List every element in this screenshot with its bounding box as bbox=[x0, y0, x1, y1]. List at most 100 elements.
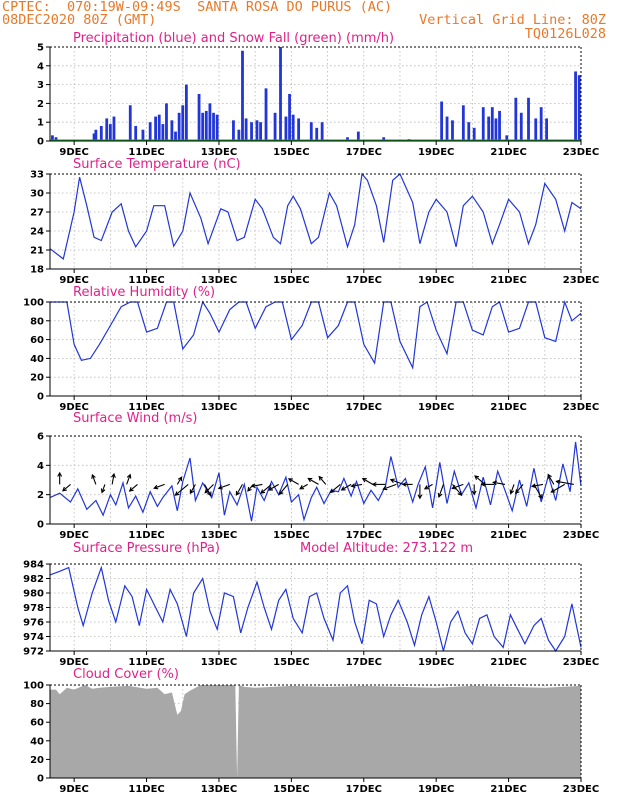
wind-arrow-head bbox=[451, 485, 457, 490]
wind-arrow-head bbox=[382, 485, 388, 491]
wind-arrow-head bbox=[207, 491, 212, 497]
rh-panel-title: Relative Humidity (%) bbox=[73, 285, 215, 300]
wind-arrow-head bbox=[480, 482, 486, 487]
wind-arrow-head bbox=[550, 488, 556, 493]
header-grid-note: Vertical Grid Line: 80Z bbox=[419, 12, 606, 28]
wind-arrow-shaft bbox=[390, 479, 404, 485]
wind-arrow-head bbox=[217, 485, 223, 490]
wind-arrow-head bbox=[204, 488, 210, 494]
wind-arrow-head bbox=[267, 486, 274, 491]
cloud-area bbox=[50, 685, 581, 778]
rh-x-tick-label: 23DEC bbox=[563, 402, 599, 413]
precip-bar bbox=[297, 118, 301, 141]
precip-bar bbox=[134, 125, 138, 141]
precip-bar bbox=[291, 114, 295, 141]
cloud-x-tick-label: 13DEC bbox=[201, 784, 237, 795]
precip-panel-title: Precipitation (blue) and Snow Fall (gree… bbox=[73, 31, 394, 46]
precip-bar bbox=[197, 94, 201, 141]
pres-x-tick-label: 15DEC bbox=[273, 657, 309, 668]
cloud-y-tick-label: 100 bbox=[23, 681, 44, 692]
wind-arrow-head bbox=[287, 478, 293, 483]
precip-bar bbox=[519, 112, 523, 141]
wind-panel-title: Surface Wind (m/s) bbox=[73, 411, 197, 426]
wind-x-tick-label: 17DEC bbox=[346, 530, 382, 541]
precip-bar bbox=[490, 107, 494, 141]
wind-arrow-shaft bbox=[111, 473, 115, 485]
wind-x-tick-label: 11DEC bbox=[128, 530, 164, 541]
wind-arrow-shaft bbox=[279, 484, 289, 495]
rh-y-tick-label: 60 bbox=[30, 335, 44, 346]
pres-y-tick-label: 982 bbox=[23, 574, 44, 585]
precip-bar bbox=[154, 116, 158, 141]
wind-arrow-shaft bbox=[547, 474, 555, 485]
wind-arrow-shaft bbox=[383, 483, 397, 490]
wind-x-tick-label: 15DEC bbox=[273, 530, 309, 541]
wind-arrow-shaft bbox=[556, 480, 574, 485]
precip-bar bbox=[273, 112, 277, 141]
precip-bar bbox=[356, 131, 360, 141]
precip-bar bbox=[212, 112, 215, 141]
precip-bar bbox=[141, 129, 145, 141]
precip-y-tick-label: 1 bbox=[37, 118, 44, 129]
wind-arrow-head bbox=[153, 484, 159, 490]
precip-bar bbox=[574, 71, 577, 141]
wind-arrow-head bbox=[350, 483, 356, 489]
wind-arrow-head bbox=[361, 478, 367, 483]
precip-bar bbox=[255, 120, 259, 141]
rh-y-tick-label: 40 bbox=[30, 354, 44, 365]
wind-arrow-head bbox=[329, 488, 335, 494]
precip-bar bbox=[577, 75, 581, 141]
precip-bar bbox=[241, 50, 244, 142]
wind-arrow-shaft bbox=[204, 484, 214, 494]
wind-arrow-shaft bbox=[288, 478, 299, 485]
wind-arrow-head bbox=[389, 478, 395, 484]
pres-x-tick-label: 17DEC bbox=[346, 657, 382, 668]
wind-arrow-shaft bbox=[515, 484, 524, 494]
precip-x-tick-label: 19DEC bbox=[418, 147, 454, 158]
wind-arrow-shaft bbox=[510, 484, 515, 494]
precip-bar bbox=[128, 105, 132, 141]
precip-bar bbox=[514, 97, 518, 141]
precip-bar bbox=[237, 129, 241, 141]
header-location: CPTEC: 070:19W-09:49S SANTA ROSA DO PURU… bbox=[2, 0, 393, 15]
precip-bar bbox=[505, 135, 509, 141]
precip-bar bbox=[498, 110, 501, 141]
precip-bar bbox=[259, 122, 262, 141]
wind-arrow-shaft bbox=[175, 483, 189, 496]
wind-arrow-head bbox=[547, 473, 552, 479]
precip-bar bbox=[232, 120, 235, 141]
wind-arrow-head bbox=[417, 494, 423, 500]
precip-bar bbox=[99, 125, 103, 141]
cloud-x-tick-label: 11DEC bbox=[128, 784, 164, 795]
wind-arrow-shaft bbox=[424, 483, 433, 490]
precip-x-tick-label: 21DEC bbox=[490, 147, 526, 158]
cloud-x-tick-label: 21DEC bbox=[490, 784, 526, 795]
wind-arrow-head bbox=[401, 482, 407, 487]
precip-bar bbox=[382, 137, 386, 141]
precip-bar bbox=[315, 127, 319, 141]
rh-x-tick-label: 19DEC bbox=[418, 402, 454, 413]
precip-bar bbox=[244, 118, 248, 141]
cloud-y-tick-label: 60 bbox=[30, 718, 44, 729]
precip-bar bbox=[148, 122, 152, 141]
wind-arrow-shaft bbox=[101, 484, 106, 493]
temp-x-tick-label: 21DEC bbox=[490, 275, 526, 286]
precip-bar bbox=[204, 110, 208, 141]
wind-arrow-shaft bbox=[362, 478, 374, 485]
rh-x-tick-label: 15DEC bbox=[273, 402, 309, 413]
precip-bar bbox=[112, 116, 116, 141]
precip-y-tick-label: 3 bbox=[37, 80, 44, 91]
precip-bar bbox=[92, 133, 96, 141]
wind-arrow-shaft bbox=[251, 483, 263, 487]
wind-arrow-head bbox=[57, 471, 63, 477]
wind-line bbox=[49, 441, 582, 522]
wind-arrow-head bbox=[100, 488, 106, 494]
precip-bar bbox=[170, 120, 174, 141]
cloud-x-tick-label: 19DEC bbox=[418, 784, 454, 795]
wind-arrow-head bbox=[538, 494, 543, 500]
wind-y-tick-label: 2 bbox=[37, 490, 44, 501]
wind-y-tick-label: 4 bbox=[37, 461, 44, 472]
precip-y-tick-label: 4 bbox=[37, 61, 44, 72]
precip-x-tick-label: 15DEC bbox=[273, 147, 309, 158]
pres-annotation: Model Altitude: 273.122 m bbox=[300, 541, 473, 556]
